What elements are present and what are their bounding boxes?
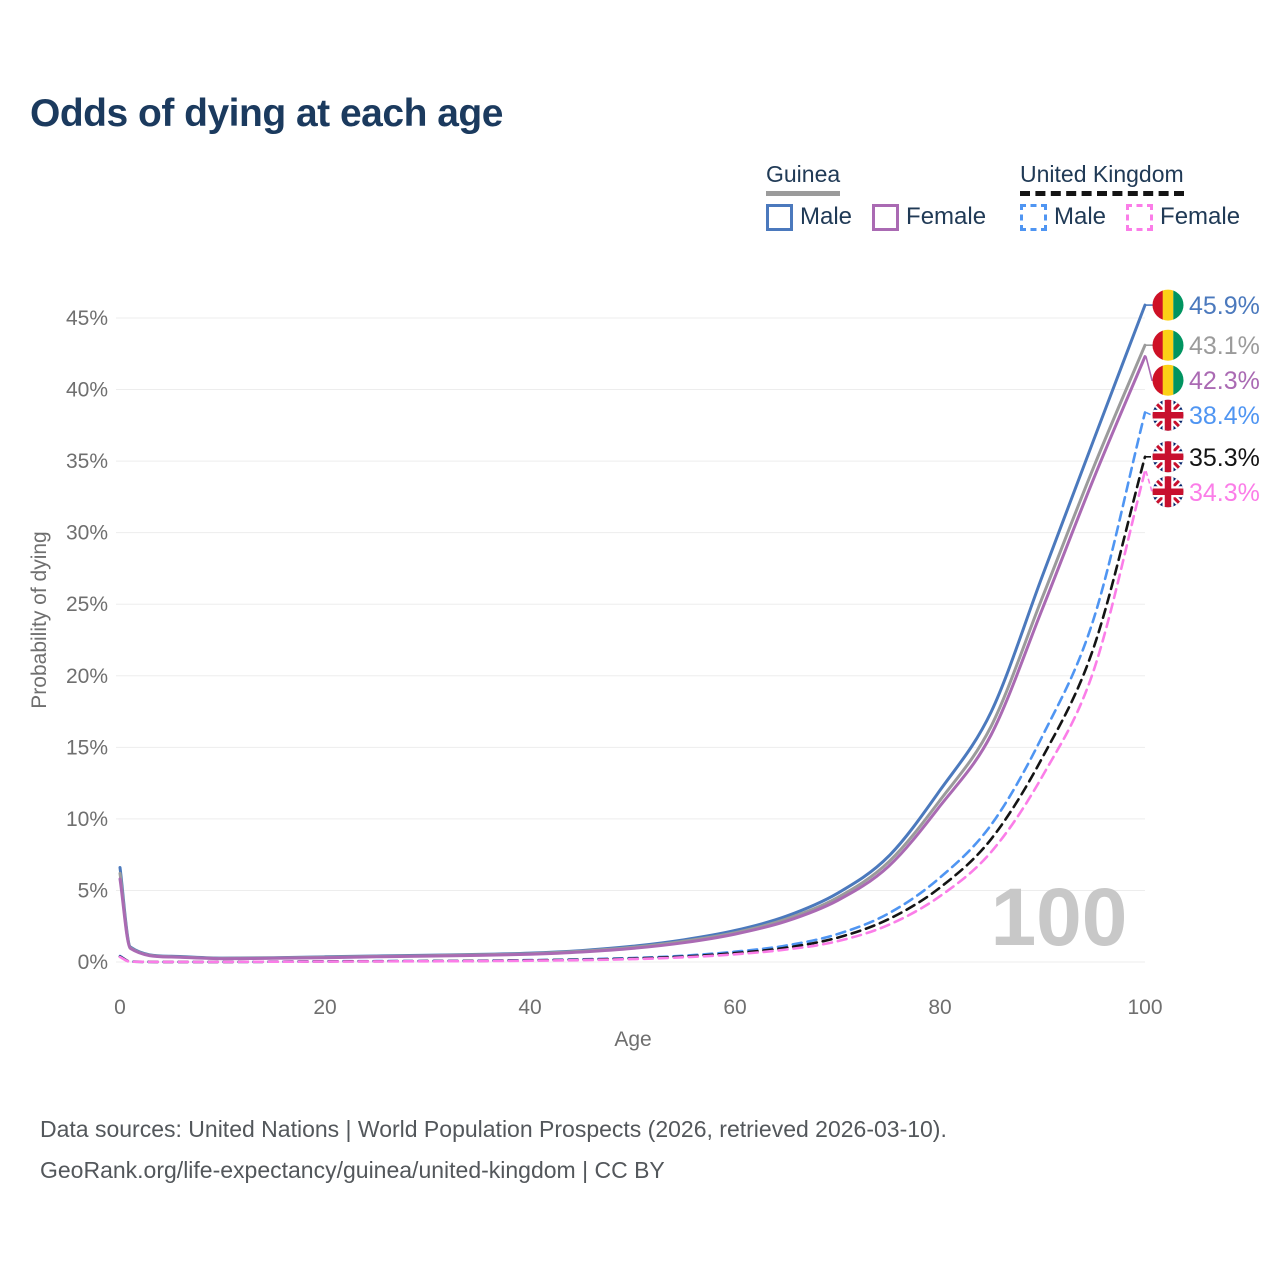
- guinea-flag-icon: [1152, 364, 1184, 396]
- uk-male-line-swatch: [1020, 203, 1047, 231]
- series-line-uk-female[interactable]: [118, 469, 1147, 964]
- x-tick-label-100: 100: [1127, 996, 1162, 1019]
- guinea-male-line-swatch: [766, 203, 793, 231]
- uk-flag-icon: [1152, 476, 1184, 508]
- y-tick-label-15: 15%: [66, 736, 108, 759]
- chart-title: Odds of dying at each age: [30, 92, 503, 135]
- age-watermark: 100: [991, 872, 1128, 963]
- legend-label-guinea-male: Male: [800, 203, 853, 230]
- legend-item-guinea-male[interactable]: Male: [766, 203, 852, 231]
- x-tick-label-20: 20: [313, 996, 336, 1019]
- legend-label-uk-male: Male: [1054, 203, 1107, 230]
- end-value-label-guinea-both-sexes[interactable]: 43.1%: [1189, 332, 1260, 360]
- guinea-female-line-swatch: [872, 203, 900, 231]
- series-line-guinea-male[interactable]: [118, 303, 1147, 960]
- series-line-guinea-female[interactable]: [118, 355, 1147, 961]
- legend-group-united-kingdom: United Kingdom Male Female: [1020, 161, 1240, 231]
- y-tick-label-0: 0%: [78, 951, 108, 974]
- uk-flag-icon: [1152, 441, 1184, 473]
- uk-female-line-swatch: [1126, 203, 1154, 231]
- y-tick-label-25: 25%: [66, 593, 108, 616]
- series-line-guinea-both-sexes[interactable]: [118, 343, 1147, 960]
- y-tick-label-40: 40%: [66, 379, 108, 402]
- guinea-flag-icon: [1152, 289, 1184, 321]
- end-value-label-guinea-female[interactable]: 42.3%: [1189, 367, 1260, 395]
- y-tick-label-30: 30%: [66, 522, 108, 545]
- y-axis-title: Probability of dying: [28, 531, 51, 708]
- x-tick-label-0: 0: [114, 996, 126, 1019]
- x-tick-label-40: 40: [518, 996, 541, 1019]
- legend-label-guinea-female: Female: [906, 203, 987, 230]
- footer-data-sources: Data sources: United Nations | World Pop…: [40, 1116, 947, 1142]
- x-tick-label-80: 80: [928, 996, 951, 1019]
- legend-group-guinea: Guinea Male Female: [766, 161, 986, 231]
- x-axis-title: Age: [614, 1028, 651, 1051]
- end-value-label-uk-male[interactable]: 38.4%: [1189, 402, 1260, 430]
- guinea-flag-icon: [1152, 329, 1184, 361]
- end-value-label-uk-female[interactable]: 34.3%: [1189, 479, 1260, 507]
- series-line-uk-male[interactable]: [118, 411, 1147, 964]
- footer-attribution-url: GeoRank.org/life-expectancy/guinea/unite…: [40, 1157, 665, 1183]
- y-tick-label-10: 10%: [66, 808, 108, 831]
- legend-item-uk-female[interactable]: Female: [1126, 203, 1240, 231]
- uk-flag-icon: [1152, 399, 1184, 431]
- y-tick-label-5: 5%: [78, 879, 108, 902]
- end-value-label-guinea-male[interactable]: 45.9%: [1189, 292, 1260, 320]
- legend-country-united-kingdom[interactable]: United Kingdom: [1020, 161, 1184, 196]
- footer: Data sources: United Nations | World Pop…: [40, 1109, 947, 1191]
- legend-item-uk-male[interactable]: Male: [1020, 203, 1106, 231]
- end-value-label-uk-both-sexes[interactable]: 35.3%: [1189, 444, 1260, 472]
- x-tick-label-60: 60: [723, 996, 746, 1019]
- legend-item-guinea-female[interactable]: Female: [872, 203, 986, 231]
- y-tick-label-35: 35%: [66, 450, 108, 473]
- y-tick-label-45: 45%: [66, 307, 108, 330]
- legend-country-guinea[interactable]: Guinea: [766, 161, 841, 196]
- legend-label-uk-female: Female: [1160, 203, 1241, 230]
- y-tick-label-20: 20%: [66, 665, 108, 688]
